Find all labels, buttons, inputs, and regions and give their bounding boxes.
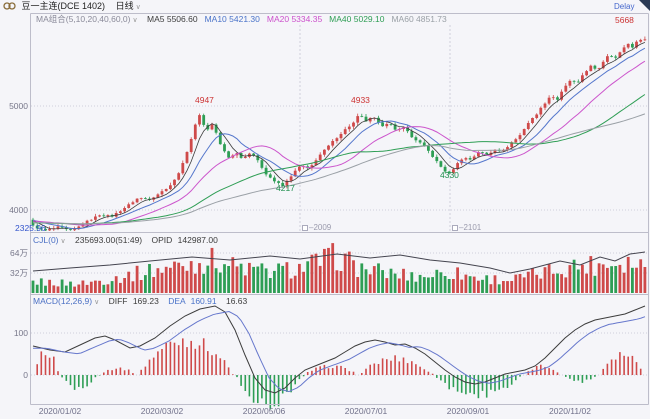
- chart-window: 豆一主连(DCE 1402) 日线 ∨ Delay MA组合(5,10,20,40…: [0, 0, 650, 419]
- chart-canvas[interactable]: [0, 0, 650, 419]
